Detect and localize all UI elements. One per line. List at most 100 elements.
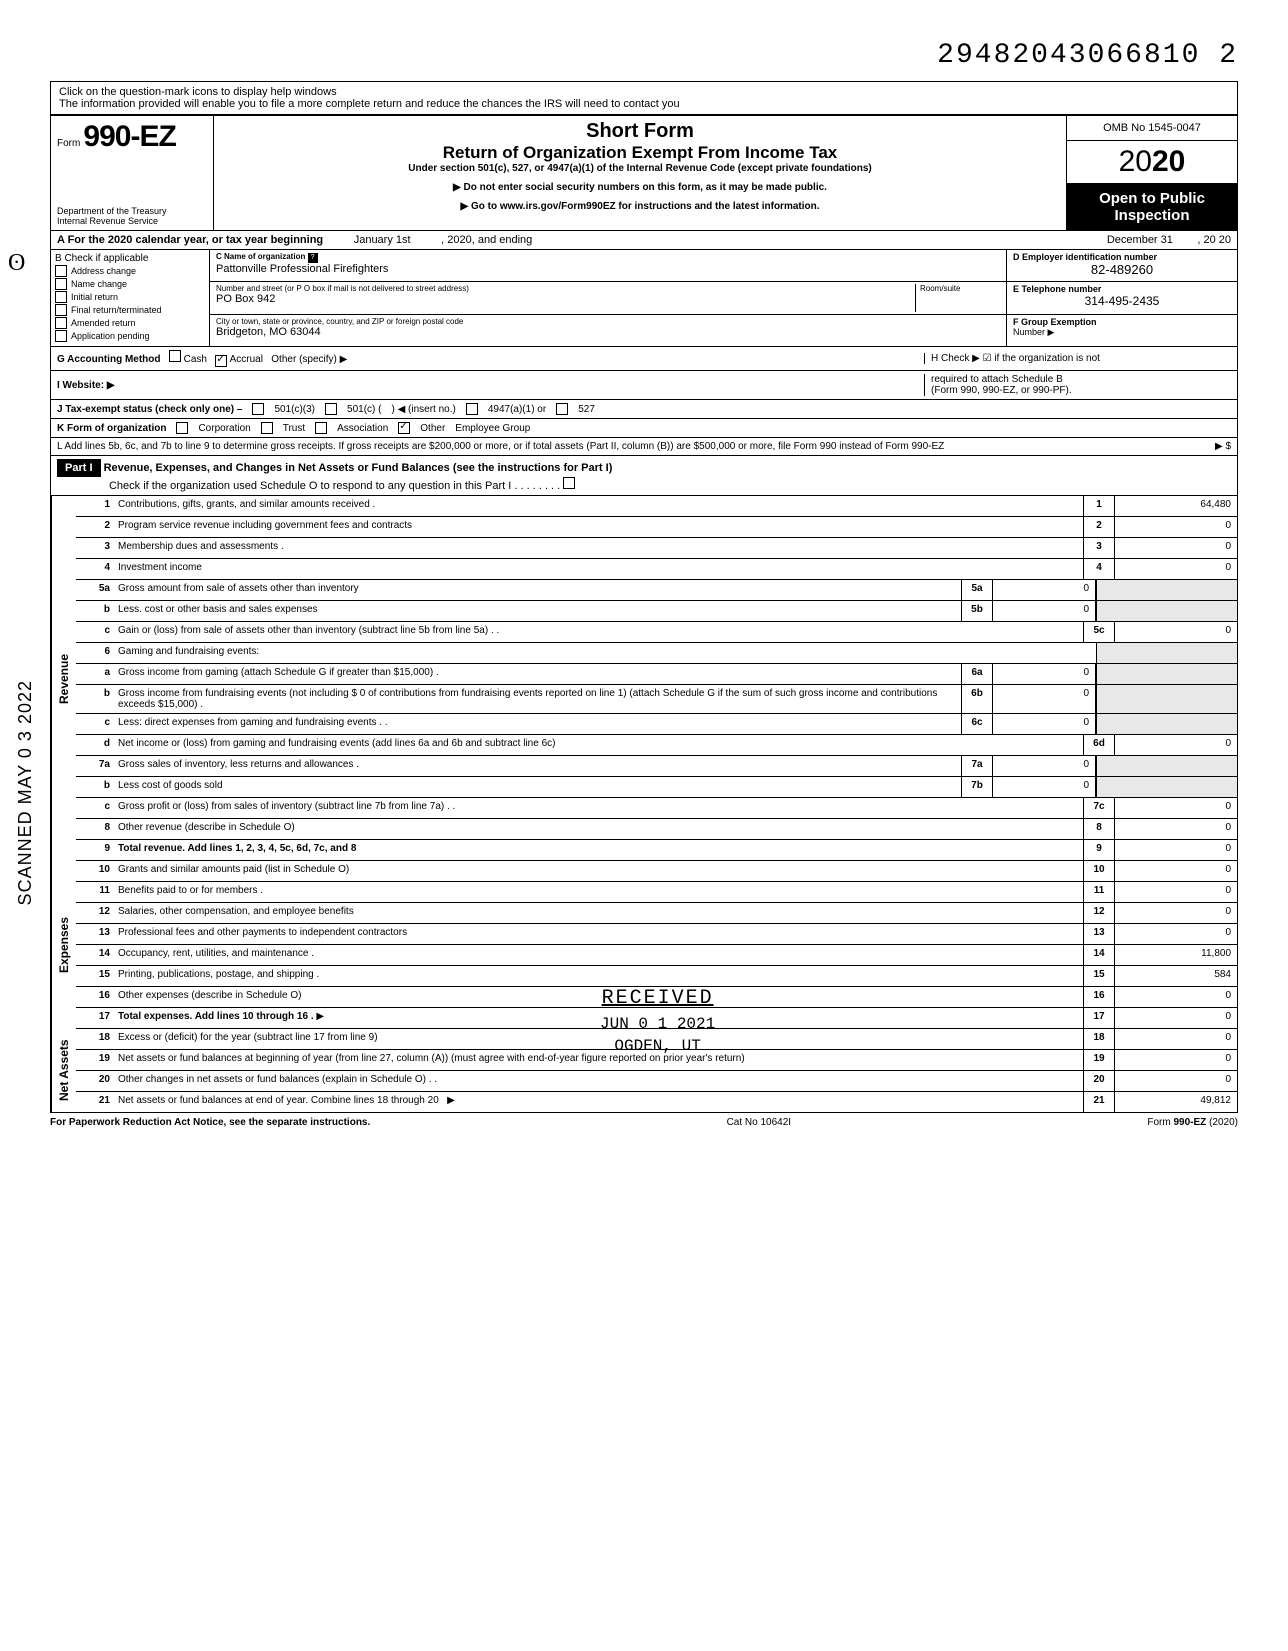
help-line2: The information provided will enable you… <box>59 98 1229 110</box>
city-label: City or town, state or province, country… <box>216 317 1000 326</box>
line-2: 2Program service revenue including gover… <box>76 517 1237 538</box>
cb-trust[interactable] <box>261 422 273 434</box>
line-15: 15Printing, publications, postage, and s… <box>76 966 1237 987</box>
line-14: 14Occupancy, rent, utilities, and mainte… <box>76 945 1237 966</box>
city-value: Bridgeton, MO 63044 <box>216 326 1000 338</box>
check-if-applicable: B Check if applicable <box>55 253 205 264</box>
cb-association[interactable] <box>315 422 327 434</box>
room-label: Room/suite <box>920 284 1000 293</box>
scanned-stamp: SCANNED MAY 0 3 2022 <box>15 680 36 905</box>
dept-line1: Department of the Treasury <box>57 206 167 216</box>
header-left: Form 990-EZ Department of the Treasury I… <box>51 116 214 230</box>
cb-cash[interactable] <box>169 350 181 362</box>
cb-501c3[interactable] <box>252 403 264 415</box>
form-header: Form 990-EZ Department of the Treasury I… <box>51 116 1237 231</box>
footer-right: Form 990-EZ (2020) <box>1147 1117 1238 1128</box>
revenue-side-label: Revenue <box>51 496 76 861</box>
row-a-begin: January 1st <box>354 234 411 246</box>
cb-final-return[interactable]: Final return/terminated <box>55 304 205 316</box>
open-line2: Inspection <box>1073 207 1231 224</box>
group-exempt-label: F Group Exemption <box>1013 317 1097 327</box>
cb-schedule-o[interactable] <box>563 477 575 489</box>
header-right: OMB No 1545-0047 2020 Open to Public Ins… <box>1066 116 1237 230</box>
help-box: Click on the question-mark icons to disp… <box>50 81 1238 115</box>
dept-line2: Internal Revenue Service <box>57 216 167 226</box>
part-i-title: Revenue, Expenses, and Changes in Net As… <box>104 462 613 474</box>
checkbox-column: B Check if applicable Address change Nam… <box>51 250 210 346</box>
goto-link: ▶ Go to www.irs.gov/Form990EZ for instru… <box>218 201 1062 212</box>
line-6: 6Gaming and fundraising events: <box>76 643 1237 664</box>
website-label: I Website: ▶ <box>57 380 115 391</box>
line-6b: bGross income from fundraising events (n… <box>76 685 1237 714</box>
row-a-end-year: , 20 20 <box>1197 234 1231 246</box>
row-l-arrow: ▶ $ <box>1215 441 1231 452</box>
line-8: 8Other revenue (describe in Schedule O)8… <box>76 819 1237 840</box>
line-1: 1Contributions, gifts, grants, and simil… <box>76 496 1237 517</box>
address-row: Number and street (or P O box if mail is… <box>210 282 1006 314</box>
phone-value: 314-495-2435 <box>1013 294 1231 308</box>
form-subtitle: Under section 501(c), 527, or 4947(a)(1)… <box>218 163 1062 174</box>
line-9: 9Total revenue. Add lines 1, 2, 3, 4, 5c… <box>76 840 1237 861</box>
part-i-label: Part I <box>57 459 101 477</box>
line-10: 10Grants and similar amounts paid (list … <box>76 861 1237 882</box>
stamp-received: RECEIVED <box>600 985 715 1013</box>
header-center: Short Form Return of Organization Exempt… <box>214 116 1066 230</box>
received-stamp: RECEIVED JUN 0 1 2021 OGDEN, UT <box>600 985 715 1058</box>
row-i-website: I Website: ▶ required to attach Schedule… <box>51 371 1237 400</box>
help-icon[interactable]: ? <box>308 253 318 263</box>
right-info-column: D Employer identification number 82-4892… <box>1006 250 1237 346</box>
line-5b: bLess. cost or other basis and sales exp… <box>76 601 1237 622</box>
footer-cat-no: Cat No 10642I <box>727 1117 792 1128</box>
cb-address-change[interactable]: Address change <box>55 265 205 277</box>
line-7a: 7aGross sales of inventory, less returns… <box>76 756 1237 777</box>
cb-527[interactable] <box>556 403 568 415</box>
row-a-end-month: December 31 <box>1107 234 1173 246</box>
line-12: 12Salaries, other compensation, and empl… <box>76 903 1237 924</box>
row-l-gross-receipts: L Add lines 5b, 6c, and 7b to line 9 to … <box>51 438 1237 456</box>
cb-initial-return[interactable]: Initial return <box>55 291 205 303</box>
dept-info: Department of the Treasury Internal Reve… <box>57 206 167 226</box>
cb-4947[interactable] <box>466 403 478 415</box>
row-g-accounting: G Accounting Method Cash Accrual Other (… <box>51 347 1237 371</box>
line-4: 4Investment income40 <box>76 559 1237 580</box>
cb-amended[interactable]: Amended return <box>55 317 205 329</box>
section-b: B Check if applicable Address change Nam… <box>51 250 1237 347</box>
line-5c: cGain or (loss) from sale of assets othe… <box>76 622 1237 643</box>
line-6a: aGross income from gaming (attach Schedu… <box>76 664 1237 685</box>
short-form-label: Short Form <box>218 120 1062 143</box>
line-5a: 5aGross amount from sale of assets other… <box>76 580 1237 601</box>
accounting-label: G Accounting Method <box>57 354 161 365</box>
org-info-column: C Name of organization ? Pattonville Pro… <box>210 250 1006 346</box>
address-label: Number and street (or P O box if mail is… <box>216 284 915 293</box>
cb-name-change[interactable]: Name change <box>55 278 205 290</box>
page-footer: For Paperwork Reduction Act Notice, see … <box>50 1113 1238 1132</box>
city-row: City or town, state or province, country… <box>210 315 1006 346</box>
cb-501c[interactable] <box>325 403 337 415</box>
cb-other-org[interactable] <box>398 422 410 434</box>
part-i-header: Part I Revenue, Expenses, and Changes in… <box>51 456 1237 496</box>
expenses-side-label: Expenses <box>51 861 76 1029</box>
ein-row: D Employer identification number 82-4892… <box>1007 250 1237 282</box>
tax-status-label: J Tax-exempt status (check only one) – <box>57 404 242 415</box>
cb-application-pending[interactable]: Application pending <box>55 330 205 342</box>
line-21: 21Net assets or fund balances at end of … <box>76 1092 1237 1112</box>
cb-corporation[interactable] <box>176 422 188 434</box>
phone-row: E Telephone number 314-495-2435 <box>1007 282 1237 314</box>
schedule-b-check: H Check ▶ ☑ if the organization is not <box>931 353 1100 364</box>
org-name-value: Pattonville Professional Firefighters <box>216 263 1000 275</box>
omb-number: OMB No 1545-0047 <box>1067 116 1237 141</box>
open-line1: Open to Public <box>1073 190 1231 207</box>
open-to-public: Open to Public Inspection <box>1067 184 1237 230</box>
stamp-location: OGDEN, UT <box>600 1035 715 1057</box>
row-l-text: L Add lines 5b, 6c, and 7b to line 9 to … <box>57 441 1205 452</box>
phone-label: E Telephone number <box>1013 284 1101 294</box>
row-k-org-form: K Form of organization Corporation Trust… <box>51 419 1237 438</box>
ein-value: 82-489260 <box>1013 262 1231 277</box>
help-line1: Click on the question-mark icons to disp… <box>59 86 1229 98</box>
org-name-label: C Name of organization <box>216 252 305 261</box>
net-assets-side-label: Net Assets <box>51 1029 76 1112</box>
line-6c: cLess: direct expenses from gaming and f… <box>76 714 1237 735</box>
form-container: Form 990-EZ Department of the Treasury I… <box>50 115 1238 1113</box>
footer-left: For Paperwork Reduction Act Notice, see … <box>50 1117 370 1128</box>
cb-accrual[interactable] <box>215 355 227 367</box>
